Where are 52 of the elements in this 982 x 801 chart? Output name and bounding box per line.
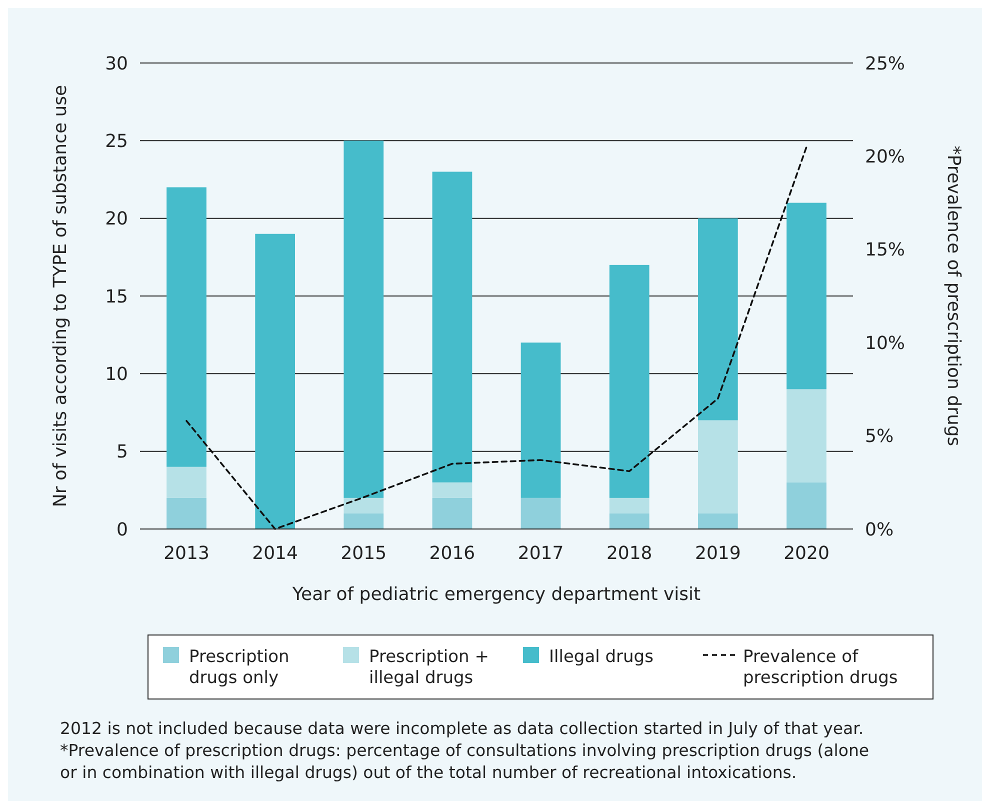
bar — [344, 498, 384, 514]
bar — [255, 234, 295, 529]
bar — [166, 498, 206, 529]
y-tick-label: 0 — [116, 519, 128, 540]
text: 2012 is not included because data were incomplete as data collection started in July of that year. — [60, 719, 864, 738]
y2-tick-label: 25% — [865, 53, 906, 74]
y2-tick-label: 0% — [865, 519, 894, 540]
y-tick-label: 30 — [105, 53, 128, 74]
y-tick-label: 20 — [105, 208, 128, 230]
bar — [786, 389, 826, 482]
x-tick-label: 2014 — [252, 543, 298, 564]
bar — [609, 513, 650, 529]
text: *Prevalence of prescription drugs: percentage of consultations involving prescription drugs (alone or in combination with illegal drugs) out of the total number of recreational intoxications. — [60, 741, 870, 782]
x-tick-label: 2018 — [606, 543, 652, 564]
bar — [344, 140, 384, 498]
legend-label: Prevalence of prescription drugs — [743, 647, 898, 688]
y-axis-title: Nr of visits according to TYPE of substance use — [50, 84, 71, 508]
x-tick-label: 2020 — [784, 543, 830, 564]
x-tick-label: 2016 — [429, 543, 476, 564]
bar — [344, 513, 384, 529]
bar — [432, 482, 472, 498]
bar — [432, 498, 472, 529]
x-tick-label: 2017 — [518, 543, 564, 564]
y2-tick-label: 15% — [865, 240, 906, 261]
bar — [166, 187, 206, 467]
bar — [432, 172, 472, 482]
bar — [698, 513, 738, 529]
bar — [786, 482, 826, 529]
x-tick-label: 2019 — [695, 543, 741, 564]
bar — [166, 466, 206, 498]
legend-label: Prescription drugs only — [189, 647, 290, 688]
legend-label: Prescription + illegal drugs — [369, 647, 489, 688]
y2-tick-label: 20% — [865, 146, 906, 168]
y-tick-label: 5 — [116, 442, 128, 463]
line-series — [186, 146, 808, 530]
bar — [786, 202, 826, 390]
x-axis-title: Year of pediatric emergency department visit — [291, 584, 701, 605]
bar — [698, 218, 738, 420]
bar — [609, 264, 650, 498]
y-tick-label: 15 — [105, 286, 128, 308]
bar — [520, 342, 561, 498]
bar — [609, 498, 650, 514]
y2-tick-label: 5% — [865, 426, 894, 448]
legend-label: Illegal drugs — [549, 647, 654, 667]
y-tick-label: 25 — [105, 130, 128, 152]
bar — [698, 420, 738, 514]
y2-tick-label: 10% — [865, 332, 906, 354]
bar — [520, 498, 561, 529]
x-tick-label: 2013 — [164, 543, 210, 564]
x-tick-label: 2015 — [340, 543, 387, 564]
y2-axis-title: *Prevalence of prescription drugs — [943, 146, 964, 446]
y-tick-label: 10 — [105, 364, 128, 385]
